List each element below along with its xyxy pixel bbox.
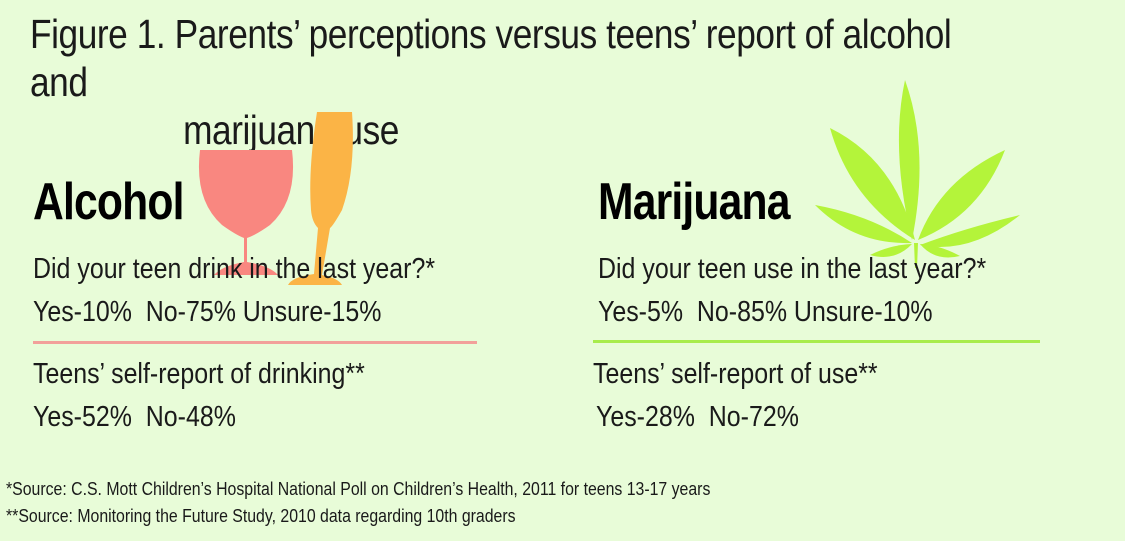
title-line-1: Figure 1. Parents’ perceptions versus te… xyxy=(30,11,952,105)
alcohol-divider xyxy=(33,341,477,344)
wine-glass-icon xyxy=(198,150,294,275)
source-footnote-2: **Source: Monitoring the Future Study, 2… xyxy=(6,506,516,526)
source-footnote-1: *Source: C.S. Mott Children’s Hospital N… xyxy=(6,479,711,499)
alcohol-heading: Alcohol xyxy=(33,173,184,231)
cannabis-leaf-icon xyxy=(815,80,1020,268)
marijuana-teen-label: Teens’ self-report of use** xyxy=(593,358,878,390)
marijuana-heading: Marijuana xyxy=(598,173,790,231)
figure-title: Figure 1. Parents’ perceptions versus te… xyxy=(30,10,959,154)
title-line-2: marijuana use xyxy=(183,107,399,153)
alcohol-teen-label: Teens’ self-report of drinking** xyxy=(33,358,365,390)
alcohol-parent-answers: Yes-10% No-75% Unsure-15% xyxy=(33,296,382,328)
alcohol-teen-answers: Yes-52% No-48% xyxy=(33,401,236,433)
alcohol-parent-question: Did your teen drink in the last year?* xyxy=(33,253,436,285)
marijuana-parent-question: Did your teen use in the last year?* xyxy=(598,253,987,285)
marijuana-teen-answers: Yes-28% No-72% xyxy=(596,401,799,433)
marijuana-divider xyxy=(593,340,1040,343)
marijuana-parent-answers: Yes-5% No-85% Unsure-10% xyxy=(598,296,933,328)
champagne-flute-icon xyxy=(288,112,353,285)
